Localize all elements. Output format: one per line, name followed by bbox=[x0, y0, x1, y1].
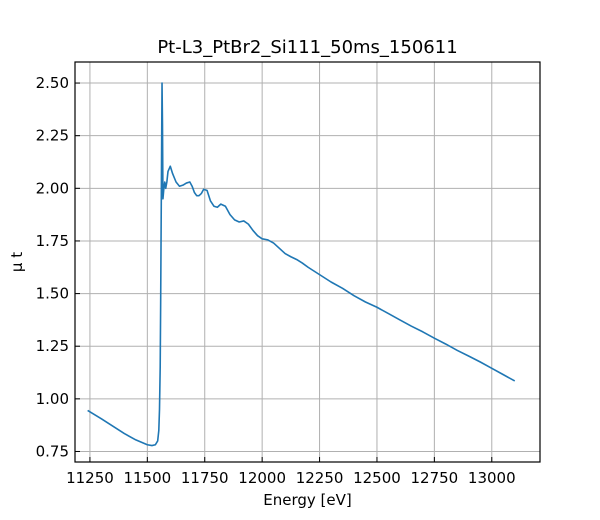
x-tick-label: 12250 bbox=[296, 469, 344, 487]
x-tick-label: 12750 bbox=[411, 469, 459, 487]
x-tick-label: 12000 bbox=[238, 469, 286, 487]
plot-frame bbox=[74, 61, 541, 463]
y-tick-label: 2.25 bbox=[36, 127, 69, 145]
y-tick-label: 1.50 bbox=[36, 285, 69, 303]
x-tick-label: 11500 bbox=[123, 469, 171, 487]
x-tick-label: 11250 bbox=[66, 469, 114, 487]
chart-title: Pt-L3_PtBr2_Si111_50ms_150611 bbox=[157, 37, 457, 58]
grid bbox=[75, 62, 540, 462]
y-tick-label: 2.00 bbox=[36, 179, 69, 197]
y-tick-label: 1.00 bbox=[36, 390, 69, 408]
x-tick-label: 11750 bbox=[181, 469, 229, 487]
y-tick-label: 1.75 bbox=[36, 232, 69, 250]
y-axis-ticks: 0.75 1.00 1.25 1.50 1.75 2.00 2.25 2.50 bbox=[36, 74, 80, 460]
x-axis-label: Energy [eV] bbox=[263, 491, 351, 509]
series-line bbox=[87, 82, 516, 447]
y-axis-label: μ t bbox=[8, 252, 26, 272]
x-axis-ticks: 11250 11500 11750 12000 12250 12500 12750 13000 bbox=[66, 457, 516, 487]
y-tick-label: 0.75 bbox=[36, 442, 69, 460]
y-tick-label: 1.25 bbox=[36, 337, 69, 355]
x-tick-label: 12500 bbox=[353, 469, 401, 487]
y-tick-label: 2.50 bbox=[36, 74, 69, 92]
x-tick-label: 13000 bbox=[468, 469, 516, 487]
